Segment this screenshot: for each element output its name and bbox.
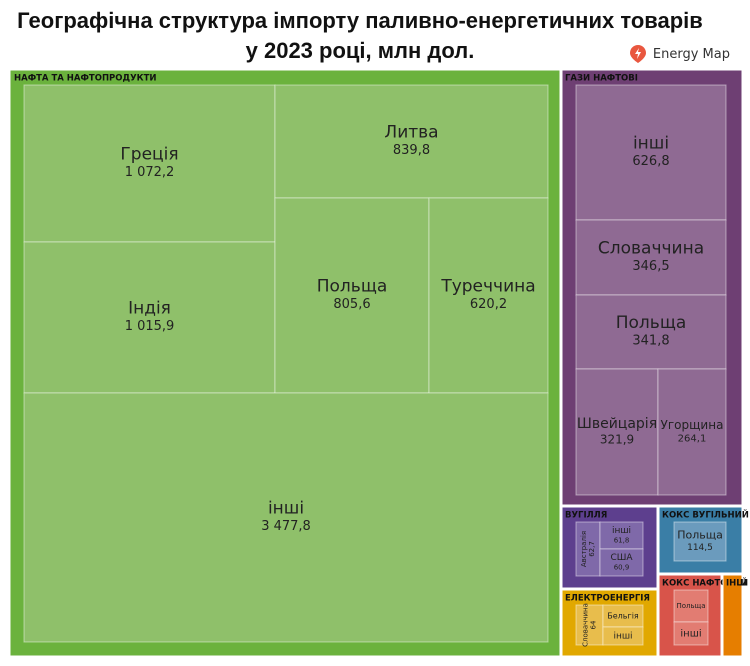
group-label: КОКС ВУГІЛЬНИЙ xyxy=(662,509,749,521)
tile xyxy=(575,294,727,370)
tile-value: 3 477,8 xyxy=(261,519,311,534)
tile xyxy=(428,197,549,394)
tile-value: 805,6 xyxy=(333,297,370,312)
group-label: ГАЗИ НАФТОВІ xyxy=(565,74,638,84)
group-label: ЕЛЕКТРОЕНЕРГІЯ xyxy=(565,594,650,604)
tile-label: Індія xyxy=(128,299,171,319)
tile-label: Туреччина xyxy=(440,277,535,297)
group-label: НАФТА ТА НАФТОПРОДУКТИ xyxy=(14,74,157,84)
tile-value: 64 xyxy=(590,620,598,629)
tile-label: інші xyxy=(613,632,632,642)
tile-value: 114,5 xyxy=(687,543,713,553)
tile xyxy=(673,589,709,623)
tile-label: Греція xyxy=(120,145,178,165)
tile-label: Польща xyxy=(616,313,687,333)
tile-label: інші xyxy=(268,499,304,519)
tile-value: 61,8 xyxy=(614,536,630,544)
tile xyxy=(23,392,549,643)
tile-label: США xyxy=(610,553,633,563)
tile-value: 264,1 xyxy=(678,434,707,445)
tile-label: Польща xyxy=(676,602,705,610)
tile xyxy=(575,219,727,296)
tile-label: інші xyxy=(612,526,631,536)
source: Energy Map xyxy=(652,46,730,62)
tile xyxy=(575,368,659,496)
tile-value: 341,8 xyxy=(632,334,669,349)
tile-label: Швейцарія xyxy=(577,416,657,432)
tile xyxy=(673,521,727,562)
tile-value: 626,8 xyxy=(632,154,669,169)
tile-value: 62,7 xyxy=(588,541,596,557)
tile xyxy=(575,84,727,221)
tile-label: Австралія xyxy=(580,531,588,567)
tile-label: Польща xyxy=(677,529,723,542)
tile-value: 1 072,2 xyxy=(125,165,175,180)
tile-label: Бельгія xyxy=(607,612,639,621)
tile-value: 321,9 xyxy=(600,432,634,446)
tile-label: Литва xyxy=(384,123,438,143)
tile-label: інші xyxy=(633,134,669,154)
tile-label: Угорщина xyxy=(661,418,724,432)
logo: Energy Map xyxy=(629,44,730,64)
tile-label: Словаччина xyxy=(598,239,704,259)
tile-value: 620,2 xyxy=(470,297,507,312)
tile-label: інші xyxy=(680,628,701,640)
chart-title: Географічна структура імпорту паливно-ен… xyxy=(17,8,703,63)
tile-label: Польща xyxy=(317,277,388,297)
tile-value: 839,8 xyxy=(393,143,430,158)
tile xyxy=(575,521,601,577)
group-label: ІНШ xyxy=(726,579,747,589)
tile xyxy=(673,621,709,646)
logo-icon xyxy=(629,45,646,63)
tile-value: 346,5 xyxy=(632,259,669,274)
tile xyxy=(274,84,549,199)
tile xyxy=(23,84,276,243)
group-label: ВУГІЛЛЯ xyxy=(565,511,607,521)
tile-value: 1 015,9 xyxy=(125,319,175,334)
group-rect xyxy=(722,574,743,657)
tile-value: 60,9 xyxy=(614,563,630,571)
tile-label: Словаччина xyxy=(581,603,589,647)
tile xyxy=(599,548,644,577)
tile xyxy=(602,626,644,646)
tile xyxy=(657,368,727,496)
